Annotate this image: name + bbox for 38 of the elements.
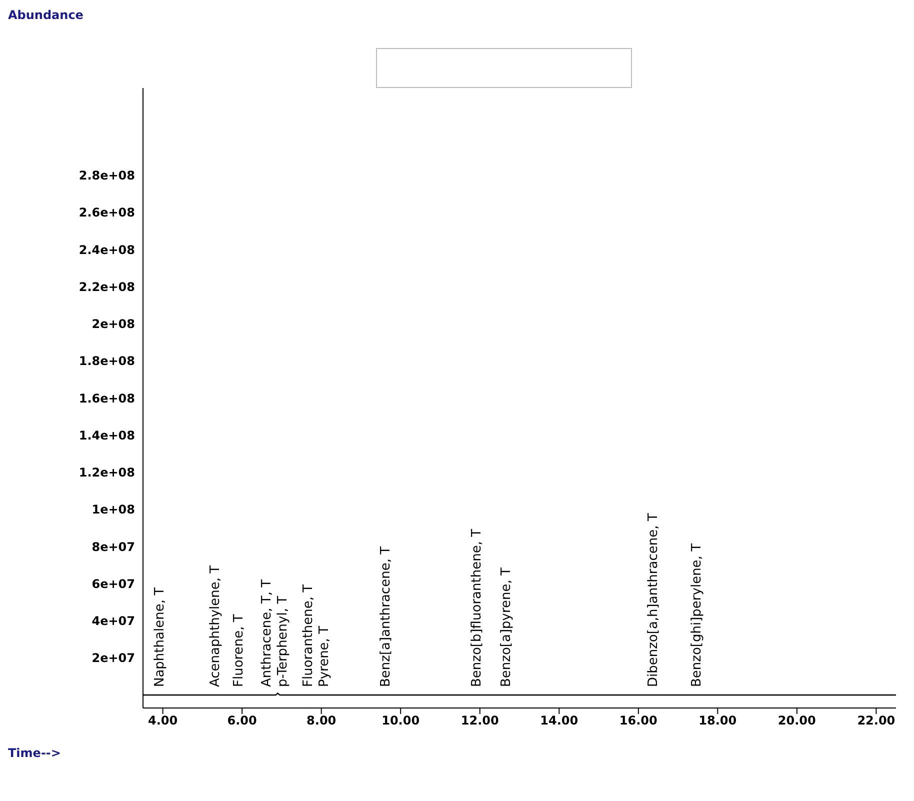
y-tick-label: 8e+07 <box>92 540 135 554</box>
annotation: Benzo[a]pyrene, T <box>499 567 514 688</box>
x-tick-label: 4.00 <box>148 714 178 728</box>
annotation: p-Terphenyl, T <box>275 596 290 688</box>
y-tick-label: 6e+07 <box>92 576 135 591</box>
x-axis-title: Time--> <box>8 746 62 760</box>
annotation: Fluorene, T <box>232 614 247 688</box>
x-tick-label: 20.00 <box>778 714 816 728</box>
y-tick-label: 2.6e+08 <box>78 206 135 220</box>
y-tick-label: 1.8e+08 <box>78 354 135 368</box>
annotation: Benzo[b]fluoranthene, T <box>469 528 484 688</box>
annotation: Anthracene, T, T <box>259 579 274 688</box>
annotation: Naphthalene, T <box>152 587 168 688</box>
y-tick-label: 2e+07 <box>92 651 135 666</box>
y-tick-label: 1.6e+08 <box>78 391 135 406</box>
x-tick-label: 16.00 <box>619 714 658 728</box>
annotation: Benz[a]anthracene, T <box>378 546 394 688</box>
x-tick-label: 6.00 <box>227 714 257 728</box>
y-tick-label: 2.8e+08 <box>78 168 135 183</box>
annotation: Benzo[ghi]perylene, T <box>689 543 704 688</box>
annotation: Acenaphthylene, T <box>208 565 223 688</box>
annotation: Fluoranthene, T <box>301 584 316 688</box>
y-tick-label: 1.4e+08 <box>78 428 135 442</box>
y-tick-label: 4e+07 <box>92 614 135 628</box>
annotation: Dibenzo[a,h]anthracene, T <box>646 513 661 688</box>
y-tick-label: 2e+08 <box>92 317 135 332</box>
x-tick-label: 22.00 <box>857 714 896 728</box>
y-tick-label: 1.2e+08 <box>78 466 135 480</box>
y-tick-label: 2.4e+08 <box>78 242 135 257</box>
x-tick-label: 14.00 <box>540 714 578 728</box>
x-tick-label: 10.00 <box>382 714 420 728</box>
y-tick-label: 2.2e+08 <box>78 280 135 294</box>
x-tick-label: 18.00 <box>698 714 737 728</box>
annotation: Pyrene, T <box>316 626 332 688</box>
text: Abundance <box>8 8 84 22</box>
x-tick-label: 12.00 <box>460 714 499 728</box>
x-tick-label: 8.00 <box>306 714 336 728</box>
y-tick-label: 1e+08 <box>92 502 135 517</box>
